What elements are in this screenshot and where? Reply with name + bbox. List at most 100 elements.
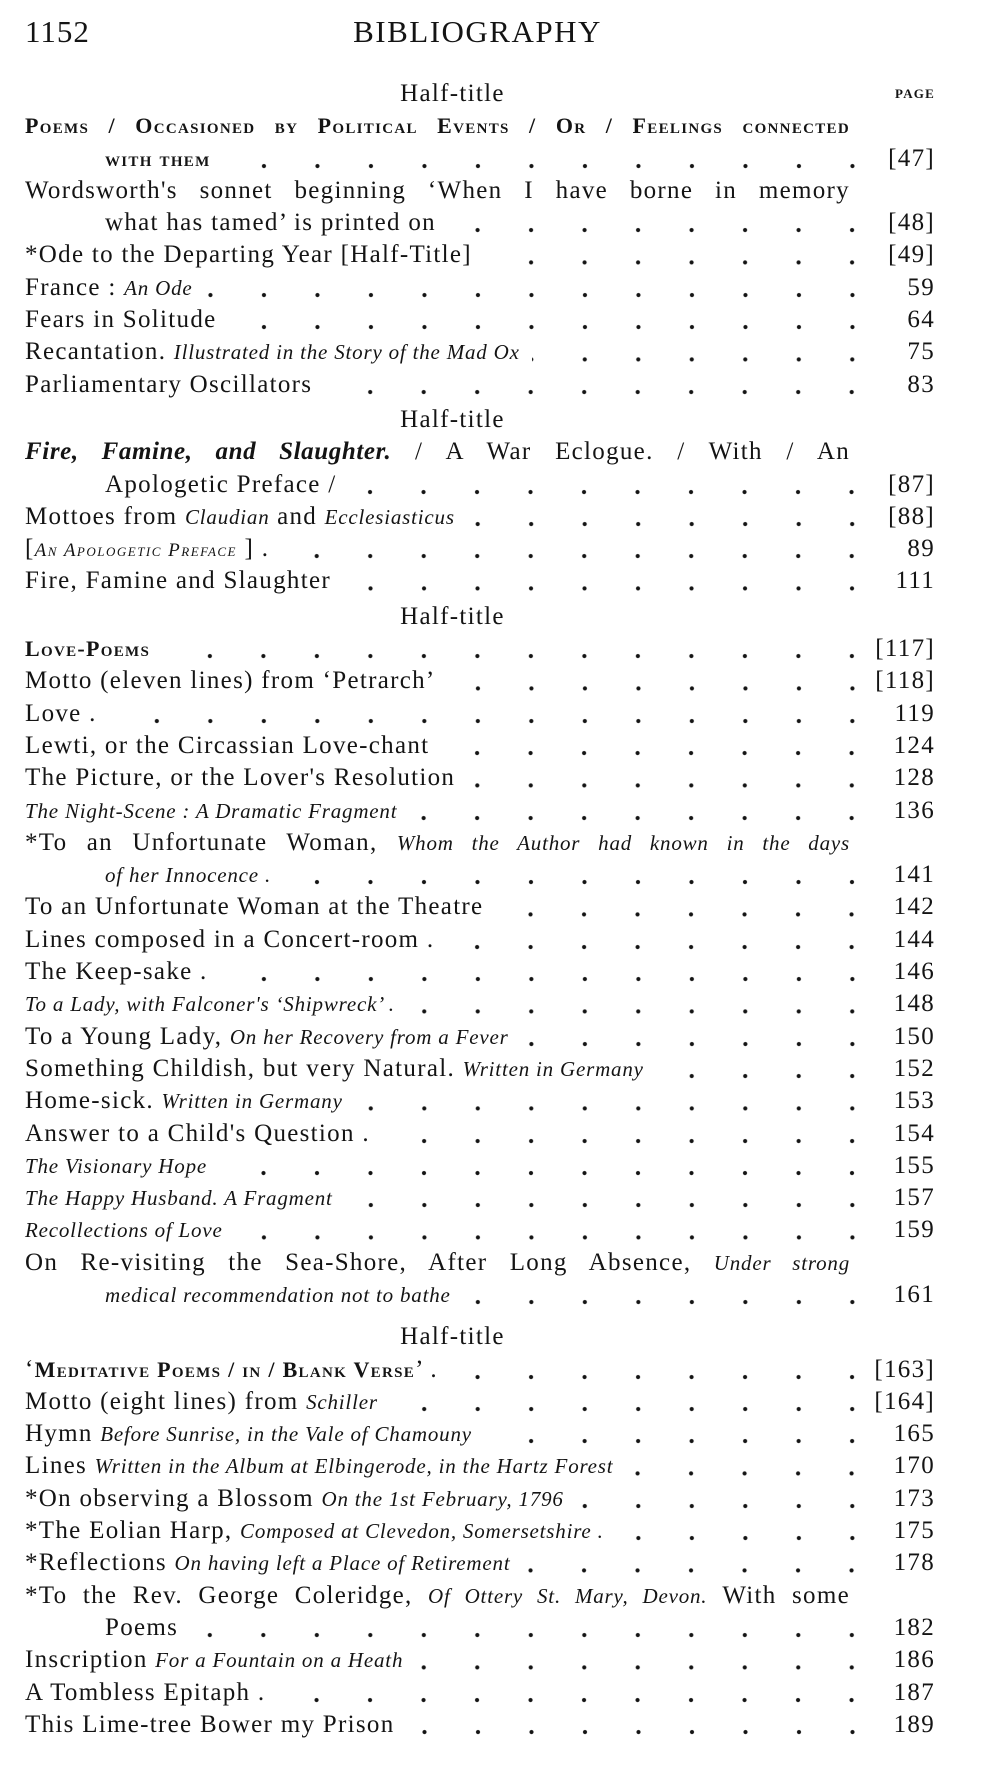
title-text: To an Unfortunate Woman at the Theatre — [25, 893, 484, 921]
contents-entry: Hymn Before Sunrise, in the Vale of Cham… — [25, 1418, 935, 1451]
entry-line: Lines Written in the Album at Elbingerod… — [25, 1450, 935, 1483]
contents-entry: To a Lady, with Falconer's ‘Shipwreck’ .… — [25, 988, 935, 1021]
entry-title: France : An Ode — [25, 272, 193, 304]
bibliography-contents-list: Half-title PAGE Poems / Occasioned by Poli… — [25, 78, 935, 1742]
entry-line: Fire, Famine and Slaughter 111 — [25, 565, 935, 598]
contents-entry: *Ode to the Departing Year [Half-Title] [… — [25, 239, 935, 272]
section-half-title: Half-title — [25, 1321, 935, 1353]
title-text: *To an Unfortunate Woman, — [25, 828, 397, 856]
entry-line: medical recommendation not to bathe 161 — [25, 1278, 935, 1312]
contents-entry: The Night-Scene : A Dramatic Fragment 136 — [25, 794, 935, 827]
page-reference: 155 — [893, 1151, 935, 1179]
contents-entry: Fears in Solitude 64 — [25, 304, 935, 337]
page-reference: 153 — [893, 1087, 935, 1115]
half-title-label: Half-title — [400, 80, 505, 107]
entry-line: what has tamed’ is printed on [48] — [25, 207, 935, 240]
dot-leader — [234, 1214, 860, 1247]
page-reference: [118] — [875, 667, 935, 695]
page-reference: 189 — [893, 1710, 935, 1738]
contents-entry: Mottoes from Claudian and Ecclesiasticus… — [25, 500, 935, 534]
contents-entry: Poems / Occasioned by Political Events /… — [25, 110, 935, 175]
title-text: what has tamed’ is printed on — [105, 209, 436, 237]
entry-line: [An Apologetic Preface ] . 89 — [25, 533, 935, 567]
entry-title: Mottoes from Claudian and Ecclesiasticus — [25, 501, 455, 533]
section-half-title: Half-title — [25, 601, 935, 633]
italic-subtitle-text: For a Fountain on a Heath — [155, 1648, 404, 1673]
dot-leader — [324, 368, 860, 401]
entry-title: with them — [105, 143, 211, 175]
title-text: Meditative Poems / in / Blank Verse — [34, 1356, 416, 1382]
page-reference: [47] — [888, 144, 935, 172]
entry-title: [An Apologetic Preface ] . — [25, 533, 269, 567]
italic-subtitle-text: To a Lady, with Falconer's ‘Shipwreck’ . — [25, 992, 395, 1017]
page-reference: 159 — [893, 1216, 935, 1244]
entry-line: Wordsworth's sonnet beginning ‘When I ha… — [25, 175, 850, 207]
italic-subtitle-text: of her Innocence . — [105, 863, 272, 888]
page-reference: 142 — [893, 893, 935, 921]
entry-line: *To the Rev. George Coleridge, Of Ottery… — [25, 1580, 850, 1612]
entry-title: Something Childish, but very Natural. Wr… — [25, 1053, 644, 1085]
dot-leader — [449, 1353, 860, 1386]
contents-entry: *To the Rev. George Coleridge, Of Ottery… — [25, 1580, 935, 1645]
dot-leader — [446, 923, 860, 957]
italic-subtitle-text: On the 1st February, 1796 — [321, 1486, 564, 1511]
title-text: with them — [105, 145, 211, 171]
dot-leader — [575, 1482, 860, 1516]
italic-subtitle-text: On having left a Place of Retirement — [174, 1551, 511, 1576]
page-reference: [88] — [888, 502, 935, 530]
page-reference: 178 — [893, 1549, 935, 1577]
page-reference: 187 — [893, 1678, 935, 1706]
page-number: 1152 — [25, 14, 90, 49]
contents-entry: On Re-visiting the Sea-Shore, After Long… — [25, 1247, 935, 1312]
dot-leader — [483, 239, 860, 272]
contents-entry: The Happy Husband. A Fragment 157 — [25, 1182, 935, 1215]
dot-leader — [222, 142, 860, 175]
entry-title: Hymn Before Sunrise, in the Vale of Cham… — [25, 1418, 472, 1450]
italic-subtitle-text: Written in the Album at Elbingerode, in … — [94, 1454, 614, 1479]
contents-entry: Inscription For a Fountain on a Heath 186 — [25, 1644, 935, 1677]
italic-subtitle-text: The Happy Husband. A Fragment — [25, 1186, 333, 1211]
page-reference: [164] — [874, 1387, 935, 1415]
entry-line: Motto (eight lines) from Schiller [164] — [25, 1385, 935, 1419]
dot-leader — [406, 1708, 860, 1742]
entry-title: *The Eolian Harp, Composed at Clevedon, … — [25, 1515, 604, 1547]
entry-line: To an Unfortunate Woman at the Theatre 14… — [25, 891, 935, 924]
entry-line: Parliamentary Oscillators 83 — [25, 368, 935, 401]
contents-entry: Motto (eleven lines) from ‘Petrarch’ [118… — [25, 665, 935, 698]
entry-title: Recantation. Illustrated in the Story of… — [25, 336, 520, 368]
italic-subtitle-text: medical recommendation not to bathe — [105, 1282, 451, 1307]
title-text: Something Childish, but very Natural. — [25, 1054, 463, 1082]
contents-entry: France : An Ode 59 — [25, 271, 935, 305]
page-reference: [117] — [875, 635, 935, 663]
page-reference: 59 — [907, 273, 935, 301]
entry-title: Apologetic Preface / — [105, 469, 336, 501]
dot-leader — [228, 304, 860, 337]
title-text: [ — [25, 535, 35, 563]
page-reference: 144 — [893, 925, 935, 953]
page-reference: 111 — [895, 567, 935, 595]
dot-leader — [389, 1385, 860, 1419]
dot-leader — [162, 633, 860, 666]
entry-title: To an Unfortunate Woman at the Theatre — [25, 891, 483, 923]
entry-title: medical recommendation not to bathe — [105, 1279, 451, 1311]
entry-line: To a Young Lady, On her Recovery from a … — [25, 1020, 935, 1053]
entry-line: Apologetic Preface / [87] — [25, 468, 935, 501]
title-text: To a Young Lady, — [25, 1022, 230, 1050]
page-reference: 173 — [893, 1484, 935, 1512]
dot-leader — [655, 1052, 860, 1086]
contents-entry: The Keep-sake . 146 — [25, 956, 935, 989]
title-text: *To the Rev. George Coleridge, — [25, 1581, 429, 1609]
page-reference: [48] — [888, 209, 935, 237]
contents-entry: Home-sick. Written in Germany 153 — [25, 1085, 935, 1118]
title-text: Poems / Occasioned by Political Events /… — [25, 113, 850, 139]
entry-line: of her Innocence . 141 — [25, 859, 935, 892]
entry-line: The Visionary Hope 155 — [25, 1149, 935, 1183]
title-text: ’ . — [415, 1355, 438, 1383]
entry-line: Lewti, or the Circassian Love-chant 124 — [25, 729, 935, 763]
title-text: Apologetic Preface / — [105, 470, 337, 498]
contents-entry: To a Young Lady, On her Recovery from a … — [25, 1020, 935, 1053]
dot-leader — [415, 1644, 860, 1677]
title-text: Lines — [25, 1452, 95, 1480]
page-reference: 146 — [893, 958, 935, 986]
entry-title: Fears in Solitude — [25, 304, 217, 336]
